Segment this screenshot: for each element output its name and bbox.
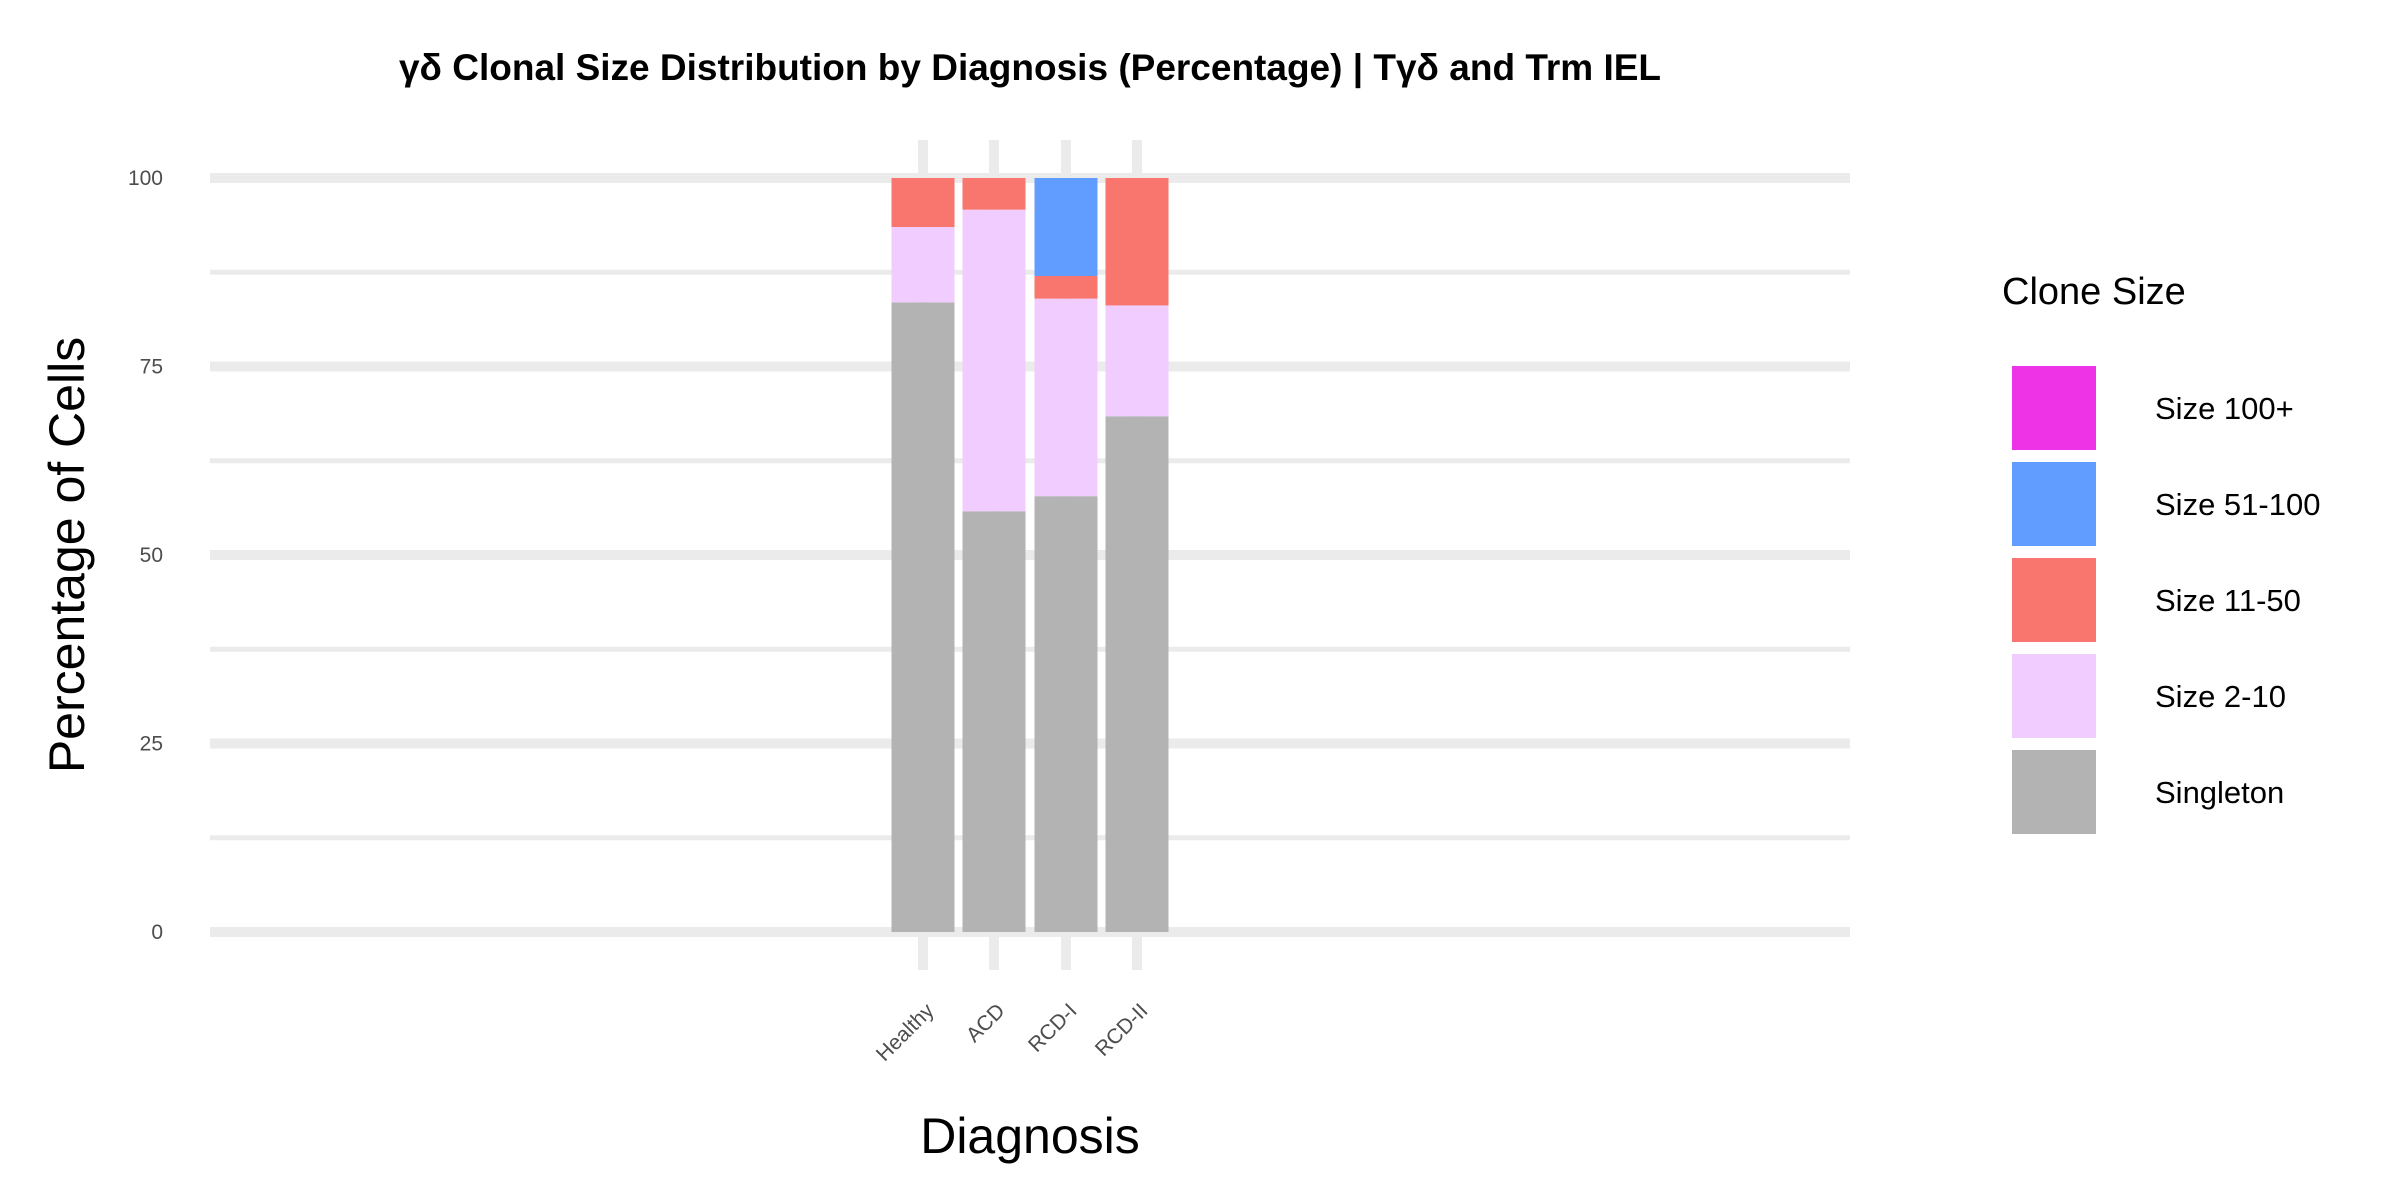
y-tick-label: 0 — [151, 921, 163, 944]
bar-segment — [962, 178, 1026, 210]
y-axis-ticks: 0 25 50 75 100 — [128, 167, 163, 944]
chart-title: γδ Clonal Size Distribution by Diagnosis… — [399, 47, 1661, 89]
y-tick-label: 100 — [128, 167, 163, 190]
bar-segment — [962, 511, 1026, 932]
x-tick-label: ACD — [962, 999, 1010, 1047]
y-tick-label: 25 — [140, 733, 163, 756]
bar-segment — [962, 209, 1026, 512]
bar-segment — [891, 227, 955, 303]
bar-segment — [1034, 298, 1098, 497]
legend: Size 100+ Size 51-100 Size 11-50 Size 2-10 S… — [2012, 366, 2320, 834]
bar-segment — [1105, 178, 1169, 306]
bars — [891, 178, 1169, 932]
y-axis-title: Percentage of Cells — [39, 337, 95, 773]
bar-segment — [1034, 178, 1098, 277]
bar-segment — [1034, 496, 1098, 932]
bar-segment — [1105, 305, 1169, 417]
bar-segment — [891, 302, 955, 932]
legend-swatch — [2012, 558, 2096, 642]
legend-swatch — [2012, 750, 2096, 834]
y-tick-label: 50 — [140, 544, 163, 567]
legend-swatch — [2012, 462, 2096, 546]
y-tick-label: 75 — [140, 356, 163, 379]
legend-swatch — [2012, 654, 2096, 738]
legend-title: Clone Size — [2002, 271, 2186, 313]
legend-swatch — [2012, 366, 2096, 450]
legend-label: Singleton — [2155, 775, 2284, 810]
x-axis-title: Diagnosis — [920, 1108, 1140, 1164]
x-axis-ticks: Healthy ACD RCD-I RCD-II — [872, 999, 1153, 1066]
legend-label: Size 51-100 — [2155, 487, 2320, 522]
legend-label: Size 100+ — [2155, 391, 2294, 426]
bar-segment — [1034, 276, 1098, 299]
grid — [210, 140, 1850, 970]
x-tick-label: RCD-I — [1024, 999, 1082, 1057]
x-tick-label: Healthy — [872, 999, 939, 1066]
legend-label: Size 11-50 — [2155, 583, 2301, 618]
x-tick-label: RCD-II — [1091, 999, 1153, 1061]
legend-label: Size 2-10 — [2155, 679, 2286, 714]
bar-segment — [891, 178, 955, 228]
bar-segment — [1105, 416, 1169, 932]
